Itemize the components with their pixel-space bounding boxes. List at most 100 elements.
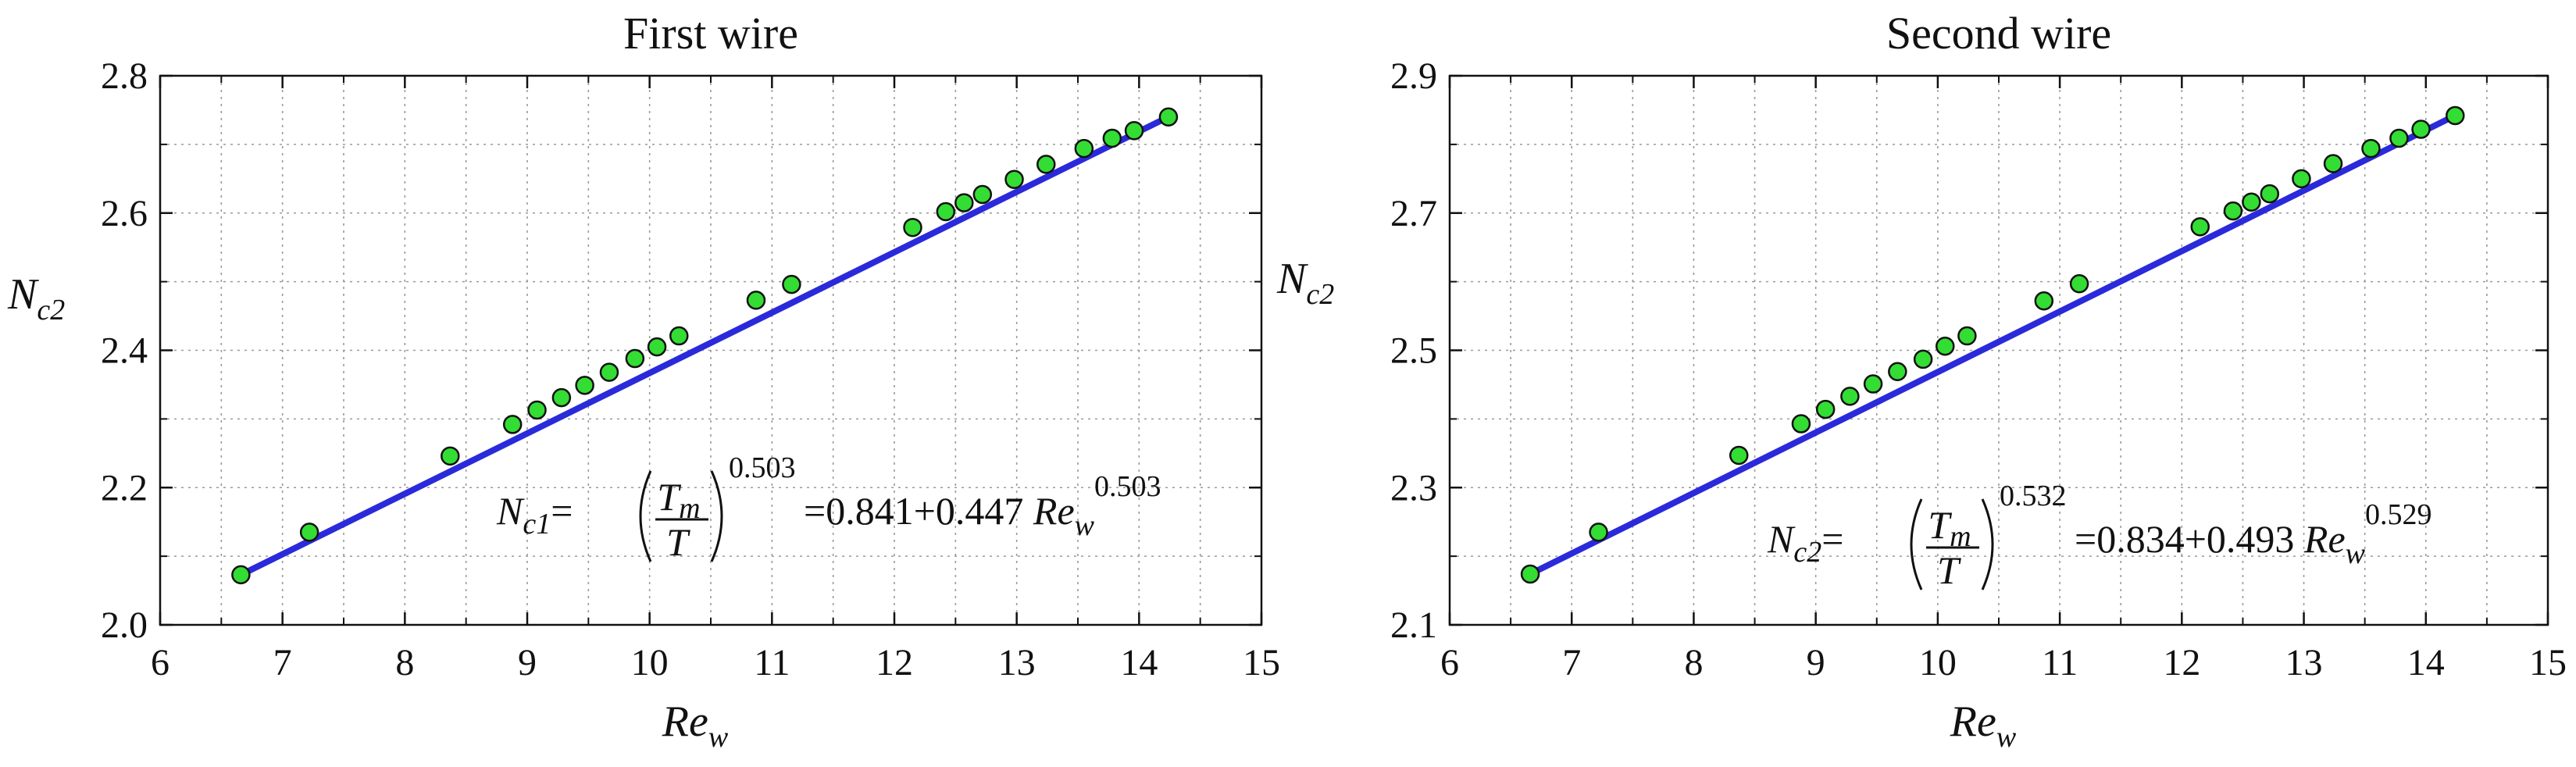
data-point	[1815, 399, 1836, 419]
equation-rhs-sub: w	[1075, 509, 1095, 542]
y-tick-label: 2.7	[1390, 193, 1437, 234]
x-tick-label: 7	[273, 642, 292, 683]
data-point	[1004, 169, 1024, 189]
grid	[1450, 76, 2548, 625]
x-tick-label: 12	[876, 642, 913, 683]
exponent-1: 0.532	[2000, 480, 2067, 512]
data-point	[2190, 217, 2210, 237]
exponent-2: 0.503	[1094, 470, 1161, 503]
equation-lhs: Nc1=	[496, 489, 573, 540]
x-tick-label: 15	[1243, 642, 1280, 683]
x-axis-label-sub: w	[708, 721, 729, 754]
data-point	[2389, 128, 2409, 148]
paren-right	[1981, 498, 1994, 590]
x-axis-ticks: 6 7 8 9 10 11 12 13 14 15	[1440, 76, 2567, 683]
paren-right	[710, 470, 723, 562]
y-tick-label: 2.4	[101, 330, 148, 372]
data-point	[2292, 169, 2311, 189]
chart-title: Second wire	[1886, 8, 2111, 59]
equation-lhs-var: N	[496, 489, 525, 533]
data-point	[2034, 291, 2054, 311]
x-tick-label: 13	[2285, 642, 2323, 683]
equation-rhs-sub: w	[2346, 537, 2366, 570]
data-point	[954, 193, 974, 212]
y-axis-label: Nc2	[7, 270, 65, 326]
equation-lhs-sub: c1	[523, 508, 551, 540]
y-axis-label: Nc2	[1276, 255, 1334, 311]
data-point	[1791, 414, 1811, 433]
equation-rhs-const: =0.834+0.493	[2075, 517, 2304, 561]
data-point	[782, 274, 801, 294]
data-point	[647, 337, 667, 357]
y-tick-label: 2.0	[101, 605, 148, 646]
y-axis-ticks: 2.1 2.3 2.5 2.7 2.9	[1390, 55, 2548, 646]
x-axis-label: Rew	[1950, 697, 2017, 754]
x-tick-label: 15	[2529, 642, 2567, 683]
data-point	[1840, 387, 1860, 406]
fraction-numerator: Tm	[657, 475, 700, 525]
y-axis-label-sub: c2	[37, 294, 65, 326]
x-tick-label: 7	[1562, 642, 1581, 683]
x-tick-label: 10	[631, 642, 669, 683]
data-point	[2361, 138, 2381, 159]
data-point	[2323, 154, 2343, 173]
data-point	[1729, 445, 1749, 466]
equation-rhs-var: Re	[2303, 517, 2346, 561]
data-point	[1102, 128, 1122, 148]
equation-rhs: =0.841+0.447 Rew 0.503	[804, 470, 1161, 542]
x-tick-label: 12	[2163, 642, 2200, 683]
data-points	[231, 107, 1179, 585]
x-tick-label: 8	[395, 642, 414, 683]
data-point	[299, 523, 319, 542]
data-point	[2446, 105, 2465, 126]
data-point	[527, 400, 547, 420]
x-tick-label: 9	[518, 642, 537, 683]
equation-lhs: Nc2=	[1767, 517, 1843, 569]
exponent-2: 0.529	[2365, 498, 2432, 531]
y-axis-label-main: N	[7, 270, 39, 319]
data-point	[1863, 374, 1883, 394]
x-tick-label: 6	[1440, 642, 1459, 683]
y-tick-label: 2.1	[1390, 605, 1437, 646]
data-point	[1520, 564, 1540, 584]
data-point	[746, 291, 766, 310]
data-point	[972, 184, 993, 205]
y-tick-label: 2.2	[101, 467, 148, 508]
x-tick-label: 11	[2042, 642, 2078, 683]
equation-equals: =	[551, 489, 573, 533]
equation-lhs-sub: c2	[1793, 536, 1821, 569]
fit-line	[237, 113, 1172, 578]
data-point	[936, 202, 956, 222]
data-point	[1957, 326, 1977, 346]
data-point	[1913, 349, 1933, 369]
paren-left	[639, 470, 652, 562]
data-point	[903, 217, 922, 237]
y-tick-label: 2.9	[1390, 55, 1437, 97]
data-point	[575, 376, 594, 395]
x-tick-label: 6	[151, 642, 169, 683]
data-point	[625, 348, 645, 369]
paren-left	[1910, 498, 1923, 590]
fit-line	[1527, 112, 2459, 577]
equation-rhs-const: =0.841+0.447	[804, 489, 1033, 533]
y-axis-label-sub: c2	[1306, 278, 1334, 311]
data-point	[551, 387, 572, 408]
y-tick-label: 2.5	[1390, 330, 1437, 372]
data-point	[1936, 336, 1955, 356]
x-axis-label-sub: w	[1996, 721, 2017, 754]
data-point	[441, 446, 460, 466]
grid	[160, 76, 1261, 625]
data-point	[2242, 192, 2261, 212]
data-points	[1520, 105, 2465, 584]
x-tick-label: 8	[1684, 642, 1703, 683]
y-axis-label-main: N	[1276, 255, 1308, 303]
x-tick-label: 14	[2407, 642, 2445, 683]
data-point	[599, 362, 619, 382]
x-axis-label-main: Re	[662, 697, 708, 746]
x-tick-label: 10	[1919, 642, 1957, 683]
x-axis-ticks: 6 7 8 9 10 11 12 13 14 15	[151, 76, 1280, 683]
